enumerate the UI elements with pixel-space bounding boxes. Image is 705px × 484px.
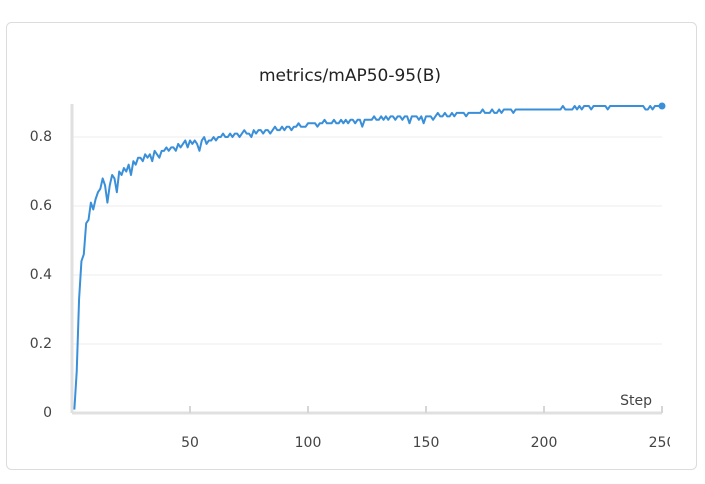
- x-axis-label: Step: [620, 393, 652, 409]
- y-tick-label: 0.2: [30, 336, 52, 352]
- x-tick-label: 150: [413, 435, 440, 451]
- x-tick-label: 200: [531, 435, 558, 451]
- chart-title: metrics/mAP50-95(B): [259, 66, 441, 86]
- data-line: [73, 105, 662, 410]
- x-tick-label: 50: [181, 435, 199, 451]
- y-tick-label: 0.8: [30, 129, 52, 145]
- plot-area: 0 0.2 0.4 0.6 0.8 50 100 150 200 250 Step: [30, 102, 676, 451]
- y-tick-label: 0.6: [30, 198, 52, 214]
- card: [6, 22, 697, 470]
- y-tick-label: 0: [43, 405, 52, 421]
- y-tick-label: 0.4: [30, 267, 52, 283]
- x-tick-label: 100: [295, 435, 322, 451]
- last-point: [658, 102, 666, 110]
- x-tick-label: 250: [649, 435, 676, 451]
